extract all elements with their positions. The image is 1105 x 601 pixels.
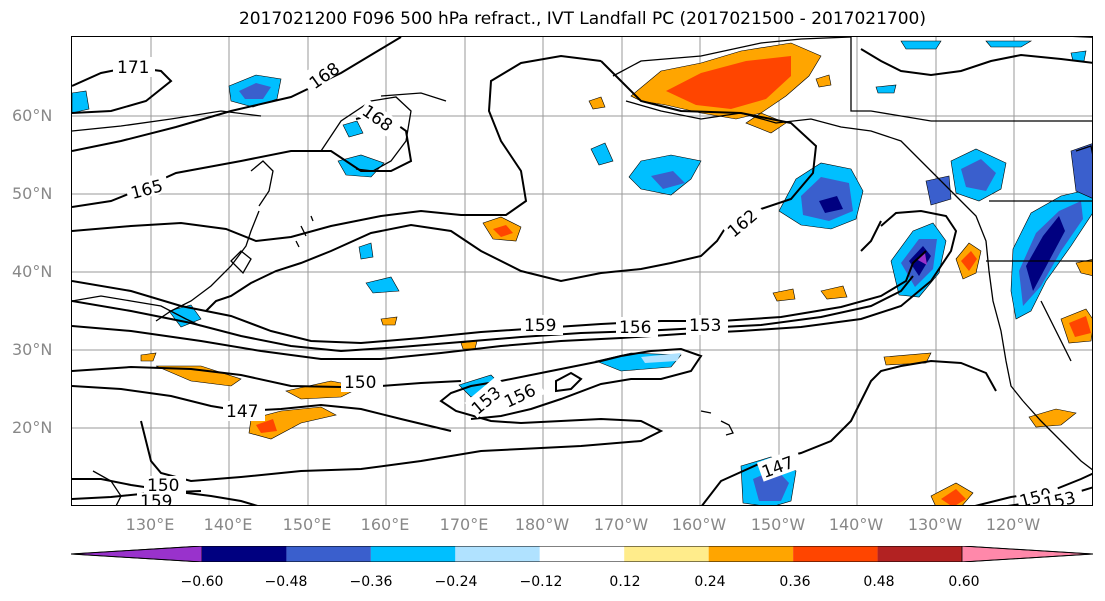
lon-label-150e: 150°E: [282, 515, 332, 534]
colorbar-extend-low: [71, 546, 203, 562]
ivt-shading: [72, 40, 1092, 505]
lat-label-30n: 30°N: [12, 340, 53, 359]
colorbar-tick-label: 0.12: [609, 574, 641, 590]
lon-label-170w: 170°W: [593, 515, 649, 534]
map-canvas: 171 168 168 165 162 159 156 153 150 147 …: [72, 37, 1092, 506]
map-panel: 171 168 168 165 162 159 156 153 150 147 …: [71, 36, 1093, 506]
colorbar-segment: [286, 546, 371, 562]
colorbar-segment: [202, 546, 287, 562]
lon-label-160e: 160°E: [360, 515, 410, 534]
lon-label-130w: 130°W: [907, 515, 963, 534]
contour-label: 159: [140, 492, 172, 506]
colorbar-segment: [455, 546, 540, 562]
lat-label-20n: 20°N: [12, 418, 53, 437]
colorbar-segment: [793, 546, 878, 562]
lon-label-170e: 170°E: [439, 515, 489, 534]
lon-label-140w: 140°W: [828, 515, 884, 534]
colorbar-tick-label: 0.48: [863, 574, 895, 590]
contour-label: 150: [147, 476, 179, 496]
lon-label-140e: 140°E: [203, 515, 253, 534]
colorbar: [71, 546, 1093, 562]
lon-label-120w: 120°W: [985, 515, 1041, 534]
colorbar-tick-label: −0.36: [349, 574, 393, 590]
colorbar-extend-high: [961, 546, 1093, 562]
coastlines: [72, 37, 1092, 505]
colorbar-tick-label: 0.60: [948, 574, 980, 590]
colorbar-tick-label: −0.48: [264, 574, 308, 590]
colorbar-tick-label: 0.24: [694, 574, 726, 590]
colorbar-segment: [370, 546, 456, 562]
colorbar-segment: [539, 546, 625, 562]
lat-label-60n: 60°N: [12, 106, 53, 125]
contour-label-group: 171 168 168 165 162 159 156 153 150 147 …: [113, 52, 1085, 506]
contour-label: 147: [226, 402, 258, 422]
contour-label: 153: [1042, 488, 1078, 506]
contour-label: 171: [117, 58, 149, 78]
lon-label-160w: 160°W: [671, 515, 727, 534]
colorbar-segment: [708, 546, 794, 562]
map-title: 2017021200 F096 500 hPa refract., IVT La…: [238, 9, 926, 29]
colorbar-segment: [624, 546, 709, 562]
lon-label-130e: 130°E: [125, 515, 175, 534]
colorbar-tick-label: −0.60: [180, 574, 224, 590]
lon-label-150w: 150°W: [750, 515, 806, 534]
contour-label: 153: [689, 316, 721, 336]
colorbar-tick-label: −0.12: [519, 574, 563, 590]
lon-label-180w: 180°W: [514, 515, 570, 534]
colorbar-segment: [877, 546, 962, 562]
contour-label: 150: [344, 373, 376, 393]
colorbar-tick-label: 0.36: [779, 574, 811, 590]
lat-label-40n: 40°N: [12, 262, 53, 281]
contour-label: 156: [619, 318, 651, 338]
lat-label-50n: 50°N: [12, 184, 53, 203]
contour-label: 159: [524, 316, 556, 336]
colorbar-tick-label: −0.24: [434, 574, 478, 590]
